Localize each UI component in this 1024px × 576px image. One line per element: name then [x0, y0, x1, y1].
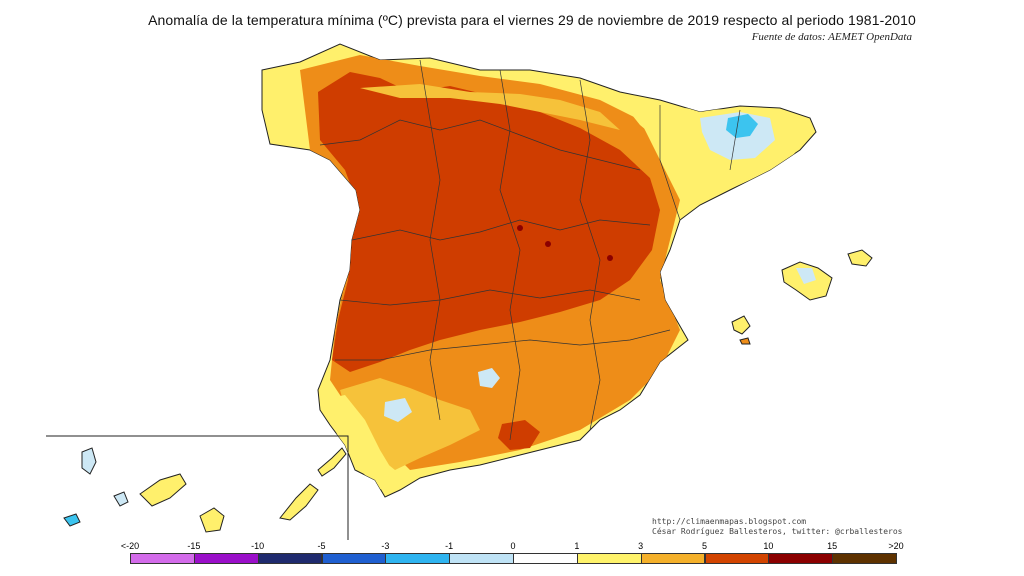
legend-swatch: [768, 553, 834, 564]
canary-islands: [63, 447, 347, 533]
island-lanzarote: [317, 447, 347, 477]
legend-tick-label: <-20: [120, 541, 140, 551]
credits-author: César Rodríguez Ballesteros, twitter: @c…: [652, 527, 903, 536]
legend-swatch: [193, 553, 259, 564]
island-formentera: [739, 337, 751, 345]
credits: http://climaenmapas.blogspot.com César R…: [652, 517, 902, 537]
legend-tick-label: -10: [251, 541, 265, 551]
legend-tick-label: -15: [187, 541, 201, 551]
legend-tick-label: 3: [638, 541, 644, 551]
legend-tick-label: -3: [381, 541, 390, 551]
island-el-hierro: [63, 513, 81, 527]
legend-swatch: [449, 553, 514, 564]
island-mallorca-cool: [796, 268, 816, 284]
legend-swatch: [513, 553, 578, 564]
zone-hot: [318, 72, 660, 372]
legend-swatch: [130, 553, 195, 564]
island-menorca: [847, 249, 873, 267]
peninsula: [261, 43, 817, 498]
zone-mild-north: [360, 84, 620, 130]
zone-cool-southwest: [384, 398, 412, 422]
legend-tick-label: -5: [317, 541, 326, 551]
island-tenerife: [139, 473, 187, 507]
island-ibiza: [731, 315, 751, 335]
zone-hot-granada: [498, 420, 540, 450]
legend-tick-label: 10: [763, 541, 774, 551]
credits-url: http://climaenmapas.blogspot.com: [652, 517, 807, 526]
zone-cool-andalusia: [478, 368, 500, 388]
legend-tick-label: -1: [445, 541, 454, 551]
legend-tick-label: >20: [888, 541, 904, 551]
legend-tick-label: 0: [510, 541, 516, 551]
zone-extreme-2: [545, 241, 551, 247]
island-la-palma: [81, 447, 97, 475]
legend-swatch: [640, 553, 706, 564]
legend-tick-label: 1: [574, 541, 580, 551]
legend-tick-label: 5: [701, 541, 708, 551]
island-gran-canaria: [199, 507, 225, 533]
canary-inset-frame: [46, 435, 349, 540]
legend-swatch: [257, 553, 323, 564]
zone-pale-southwest: [320, 395, 395, 490]
province-borders: [319, 59, 741, 441]
data-source: Fuente de datos: AEMET OpenData: [751, 31, 912, 43]
legend-swatch: [385, 553, 451, 564]
legend-swatch: [321, 553, 387, 564]
island-la-gomera: [113, 491, 129, 507]
island-fuerteventura: [279, 483, 319, 521]
legend-swatch: [832, 553, 897, 564]
map-title: Anomalía de la temperatura mínima (ºC) p…: [148, 12, 916, 28]
zone-extreme-3: [607, 255, 613, 261]
legend-swatch: [576, 553, 642, 564]
balearic-islands: [731, 249, 873, 345]
color-legend: <-20 -15 -10 -5 -3 -1 0 1 3 5 10 15 >20: [121, 541, 904, 567]
zone-extreme-1: [517, 225, 523, 231]
zone-cold-pyrenees: [726, 114, 758, 138]
legend-swatch: [704, 553, 770, 564]
legend-tick-label: 15: [827, 541, 838, 551]
